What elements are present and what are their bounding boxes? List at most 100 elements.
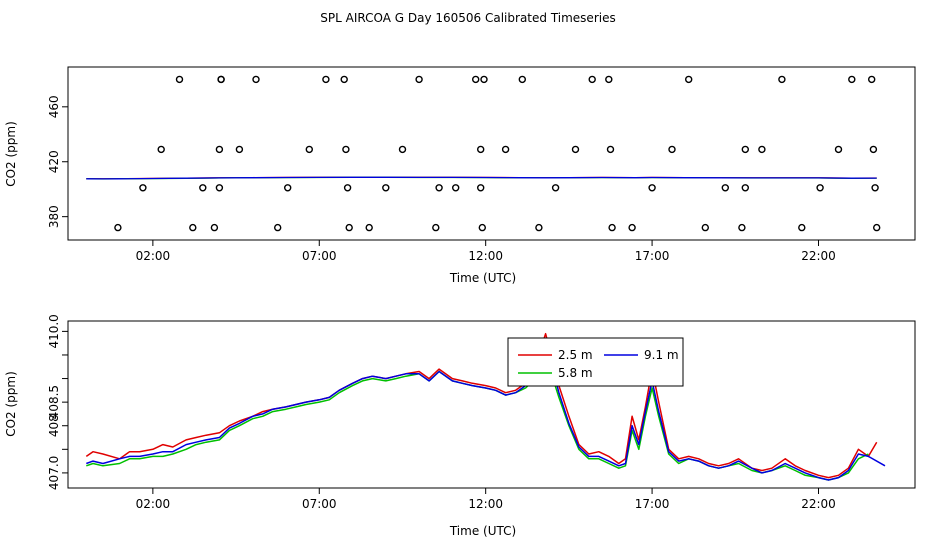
y-tick-label: 380: [47, 205, 61, 228]
data-point: [798, 223, 806, 232]
x-tick-label: 17:00: [635, 497, 670, 511]
data-point: [478, 223, 486, 232]
data-point: [189, 223, 197, 232]
data-point: [834, 145, 843, 154]
x-tick-label: 07:00: [302, 497, 337, 511]
top-x-ticks: 02:00 07:00 12:00 17:00 22:00: [136, 240, 836, 263]
legend-label-9-1m: 9.1 m: [644, 348, 679, 362]
data-point: [588, 75, 596, 84]
data-point: [340, 75, 348, 84]
bottom-y-axis-label: CO2 (ppm): [4, 371, 18, 437]
y-tick-label: 407.0: [47, 456, 61, 490]
data-point: [668, 145, 676, 154]
data-point: [606, 145, 615, 154]
series-line-9-1m: [86, 176, 877, 180]
data-point: [114, 223, 122, 232]
data-point: [758, 145, 766, 154]
data-point: [210, 223, 219, 232]
data-point: [738, 223, 746, 232]
data-point: [235, 145, 244, 154]
data-point: [432, 223, 440, 232]
data-point: [869, 145, 878, 154]
series-line-9-1m: [86, 342, 886, 481]
top-y-axis-label: CO2 (ppm): [4, 121, 18, 187]
data-point: [305, 145, 313, 154]
x-tick-label: 22:00: [801, 249, 836, 263]
bottom-plot-frame: [67, 320, 916, 489]
data-point: [608, 223, 616, 232]
y-tick-label: 408: [47, 414, 61, 437]
bottom-x-ticks: 02:00 07:00 12:00 17:00 22:00: [136, 488, 836, 511]
data-point: [345, 223, 353, 232]
data-point: [741, 145, 749, 154]
data-point: [215, 145, 224, 154]
data-point: [217, 75, 225, 84]
x-tick-label: 12:00: [468, 497, 503, 511]
data-point: [175, 75, 184, 84]
data-point: [605, 75, 613, 84]
data-point: [415, 75, 423, 84]
legend: 2.5 m 5.8 m 9.1 m: [507, 337, 684, 387]
top-panel: 02:00 07:00 12:00 17:00 22:00 380 420 460 Time…: [4, 66, 916, 285]
top-x-axis-label: Time (UTC): [449, 271, 516, 285]
data-point: [322, 75, 330, 84]
bottom-series-lines: [85, 332, 886, 481]
data-point: [701, 223, 709, 232]
data-point: [535, 223, 543, 232]
data-point: [721, 184, 729, 192]
data-point: [648, 184, 656, 192]
y-tick-label: 420: [47, 150, 61, 173]
legend-box: [507, 337, 684, 387]
data-point: [816, 184, 824, 192]
x-tick-label: 17:00: [635, 249, 670, 263]
bottom-x-axis-label: Time (UTC): [449, 524, 516, 538]
series-line-2-5m: [85, 332, 878, 479]
data-point: [480, 75, 488, 84]
data-point: [382, 184, 390, 192]
data-point: [343, 184, 352, 192]
x-tick-label: 07:00: [302, 249, 337, 263]
data-point: [868, 75, 876, 84]
top-scatter-points: [114, 75, 881, 232]
data-point: [477, 145, 485, 154]
x-tick-label: 12:00: [468, 249, 503, 263]
top-y-ticks: 380 420 460: [47, 95, 68, 228]
series-line-5-8m: [86, 354, 869, 481]
data-point: [477, 184, 485, 192]
data-point: [139, 184, 147, 192]
y-tick-label: 410.0: [47, 314, 61, 348]
data-point: [157, 145, 165, 154]
data-point: [778, 75, 786, 84]
data-point: [685, 75, 693, 84]
data-point: [199, 184, 207, 192]
data-point: [215, 184, 224, 192]
data-point: [741, 184, 749, 192]
y-tick-label: 408.5: [47, 385, 61, 419]
data-point: [452, 184, 460, 192]
data-point: [871, 184, 879, 192]
top-series-lines: [86, 176, 877, 180]
x-tick-label: 02:00: [136, 497, 171, 511]
data-point: [365, 223, 373, 232]
top-plot-frame: [67, 66, 916, 241]
legend-label-5-8m: 5.8 m: [558, 366, 593, 380]
bottom-panel: 02:00 07:00 12:00 17:00 22:00 407.0408408.54…: [4, 314, 916, 538]
data-point: [252, 75, 260, 84]
data-point: [571, 145, 580, 154]
y-tick-label: 460: [47, 95, 61, 118]
data-point: [873, 223, 881, 232]
data-point: [435, 184, 443, 192]
data-point: [628, 223, 636, 232]
chart-title: SPL AIRCOA G Day 160506 Calibrated Times…: [320, 11, 615, 25]
data-point: [472, 75, 480, 84]
legend-label-2-5m: 2.5 m: [558, 348, 593, 362]
data-point: [284, 184, 292, 192]
data-point: [848, 75, 856, 84]
data-point: [551, 184, 560, 192]
data-point: [518, 75, 526, 84]
x-tick-label: 02:00: [136, 249, 171, 263]
x-tick-label: 22:00: [801, 497, 836, 511]
data-point: [398, 145, 407, 154]
